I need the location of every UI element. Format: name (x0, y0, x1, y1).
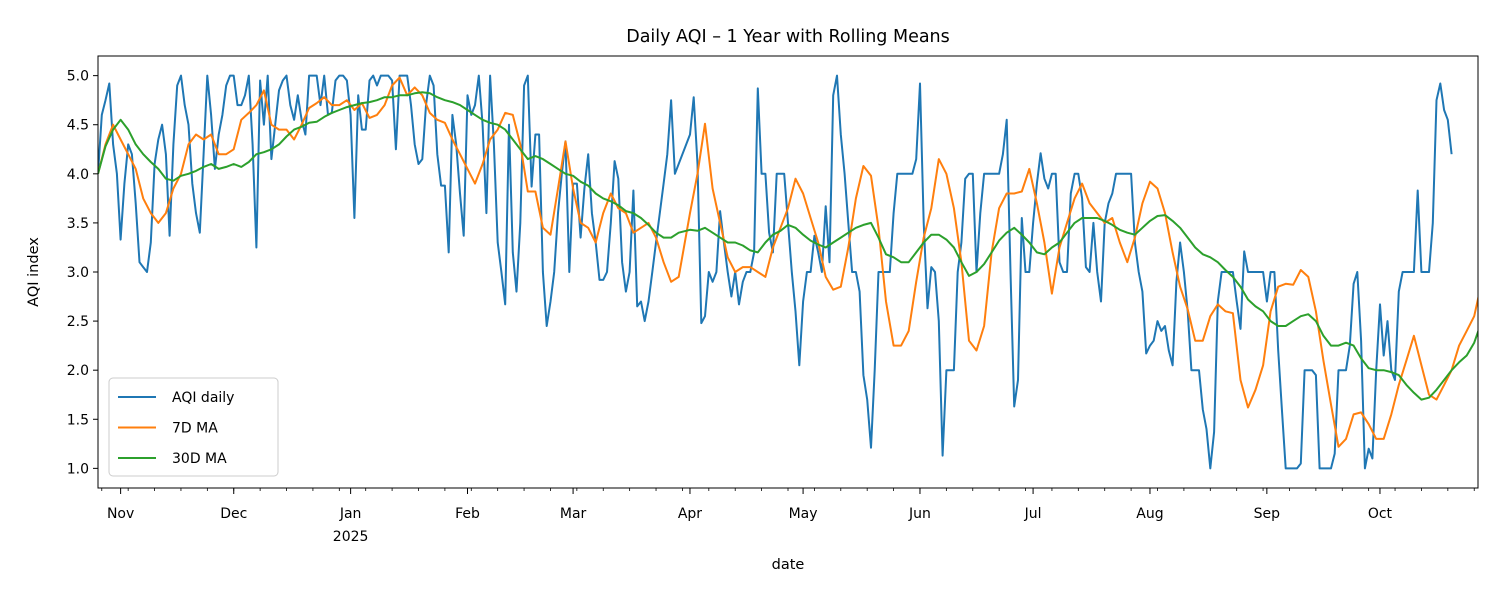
legend-box (108, 377, 279, 477)
y-tick-label: 3.0 (67, 265, 89, 281)
x-tick-label: Mar (560, 506, 587, 522)
x-axis: Nov Dec Jan 2025 Feb Mar Apr May Jun Jul Aug Sep Oct (101, 488, 1475, 545)
y-tick-label: 4.5 (67, 118, 89, 134)
y-tick-label: 3.5 (67, 216, 89, 232)
legend: AQI daily 7D MA 30D MA (108, 377, 279, 477)
y-tick-label: 2.0 (67, 363, 89, 379)
x-tick-label: Jul (1024, 506, 1042, 522)
x-tick-label: May (789, 506, 818, 522)
legend-label: 7D MA (172, 421, 218, 437)
legend-label: 30D MA (172, 451, 227, 467)
series-line-2 (98, 91, 1478, 401)
chart-title: Daily AQI – 1 Year with Rolling Means (626, 27, 950, 47)
y-tick-label: 5.0 (67, 69, 89, 85)
plot-area (98, 74, 1478, 470)
series-line-0 (98, 74, 1453, 470)
y-axis-label: AQI index (26, 237, 42, 307)
x-tick-label: Sep (1254, 506, 1281, 522)
x-axis-label: date (772, 557, 805, 573)
x-tick-label: Jan (339, 506, 362, 522)
y-tick-label: 4.0 (67, 167, 89, 183)
x-tick-label: Apr (678, 506, 702, 522)
y-tick-label: 1.5 (67, 412, 89, 428)
x-tick-label: Feb (455, 506, 480, 522)
y-tick-label: 2.5 (67, 314, 89, 330)
legend-label: AQI daily (172, 390, 234, 406)
x-tick-label: Nov (107, 506, 134, 522)
x-tick-label: Aug (1136, 506, 1163, 522)
y-tick-label: 1.0 (67, 461, 89, 477)
y-axis: 1.0 1.5 2.0 2.5 3.0 3.5 4.0 4.5 5.0 (67, 69, 98, 477)
series-line-1 (98, 76, 1478, 448)
x-tick-label: Oct (1368, 506, 1393, 522)
x-tick-sublabel: 2025 (333, 529, 369, 545)
x-tick-label: Jun (908, 506, 931, 522)
x-tick-label: Dec (220, 506, 247, 522)
